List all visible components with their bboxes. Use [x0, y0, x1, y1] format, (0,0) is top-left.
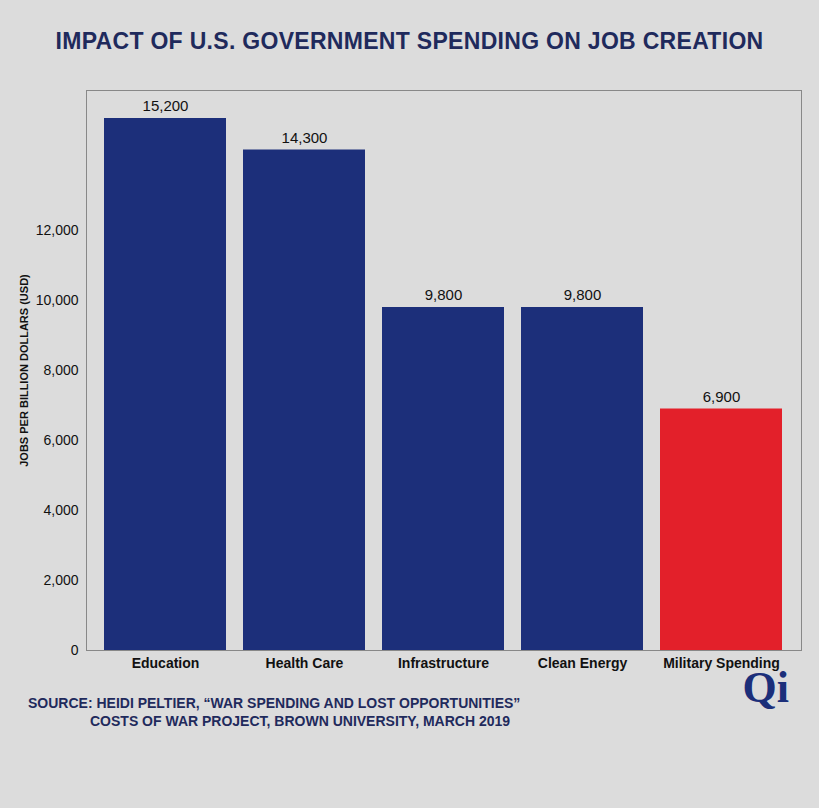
- svg-text:Education: Education: [132, 655, 200, 671]
- html-text:COSTS OF WAR PROJECT, BROWN UN: COSTS OF WAR PROJECT, BROWN UNIVERSITY, …: [90, 713, 511, 729]
- html-text:SOURCE: HEIDI PELTIER, “WAR SP: SOURCE: HEIDI PELTIER, “WAR SPENDING AND…: [28, 695, 521, 711]
- svg-text:12,000: 12,000: [36, 222, 79, 238]
- svg-text:9,800: 9,800: [425, 286, 463, 303]
- svg-text:Infrastructure: Infrastructure: [398, 655, 489, 671]
- html-text:IMPACT OF U.S. GOVERNMENT SPEN: IMPACT OF U.S. GOVERNMENT SPENDING ON JO…: [55, 28, 764, 54]
- svg-text:15,200: 15,200: [143, 97, 189, 114]
- svg-text:JOBS PER BILLION DOLLARS (USD): JOBS PER BILLION DOLLARS (USD): [18, 274, 30, 467]
- svg-text:10,000: 10,000: [36, 292, 79, 308]
- svg-text:14,300: 14,300: [282, 129, 328, 146]
- svg-text:Health Care: Health Care: [266, 655, 344, 671]
- svg-text:8,000: 8,000: [43, 362, 78, 378]
- svg-text:2,000: 2,000: [43, 572, 78, 588]
- svg-text:0: 0: [71, 642, 79, 658]
- svg-text:4,000: 4,000: [43, 502, 78, 518]
- svg-text:Military Spending: Military Spending: [663, 655, 780, 672]
- svg-text:6,900: 6,900: [703, 388, 741, 405]
- svg-text:9,800: 9,800: [564, 286, 602, 303]
- svg-text:Clean Energy: Clean Energy: [538, 655, 628, 671]
- html-text:Qi: Qi: [742, 663, 789, 712]
- svg-text:6,000: 6,000: [43, 432, 78, 448]
